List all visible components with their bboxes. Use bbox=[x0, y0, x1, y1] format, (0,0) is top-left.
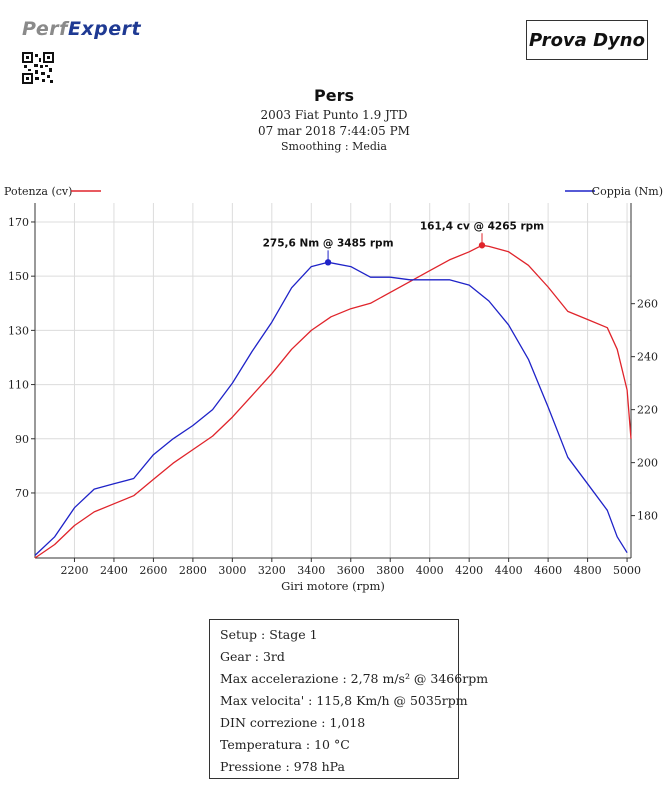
vehicle-name: 2003 Fiat Punto 1.9 JTD bbox=[260, 108, 408, 122]
peak-marker-dot bbox=[478, 242, 486, 249]
x-tick-label: 4000 bbox=[416, 564, 444, 577]
x-tick-label: 2800 bbox=[179, 564, 207, 577]
y-left-tick-label: 70 bbox=[15, 487, 29, 500]
logo-part-2: Expert bbox=[67, 18, 142, 40]
x-tick-label: 2200 bbox=[60, 564, 88, 577]
x-tick-label: 4800 bbox=[574, 564, 602, 577]
info-max-acceleration: Max accelerazione : 2,78 m/s² @ 3466rpm bbox=[220, 671, 489, 686]
y-left-tick-label: 170 bbox=[8, 216, 29, 229]
smoothing-setting: Smoothing : Media bbox=[281, 140, 387, 153]
peak-label: 161,4 cv @ 4265 rpm bbox=[420, 220, 544, 232]
peak-marker-dot bbox=[324, 259, 332, 266]
info-gear: Gear : 3rd bbox=[220, 649, 285, 664]
info-max-speed: Max velocita' : 115,8 Km/h @ 5035rpm bbox=[220, 693, 468, 708]
dyno-chart: 2200 2400 2600 2800 3000 3200 3400 3600 3800 4000… bbox=[4, 185, 663, 593]
test-datetime: 07 mar 2018 7:44:05 PM bbox=[258, 124, 410, 138]
x-tick-label: 3600 bbox=[337, 564, 365, 577]
qr-code-icon bbox=[22, 52, 54, 84]
x-tick-label: 4400 bbox=[495, 564, 523, 577]
y-left-tick-label: 150 bbox=[8, 270, 29, 283]
report-title: Pers bbox=[314, 86, 354, 105]
power-curve bbox=[34, 244, 632, 559]
info-pressure: Pressione : 978 hPa bbox=[220, 759, 345, 774]
x-tick-label: 4200 bbox=[455, 564, 483, 577]
info-temperature: Temperatura : 10 °C bbox=[220, 737, 350, 752]
legend-power-label: Potenza (cv) bbox=[4, 185, 72, 198]
info-setup: Setup : Stage 1 bbox=[220, 627, 318, 642]
logo-part-1: Perf bbox=[22, 18, 68, 40]
y-right-tick-label: 180 bbox=[637, 510, 658, 523]
torque-curve bbox=[34, 261, 628, 556]
y-right-tick-label: 240 bbox=[637, 351, 658, 364]
x-axis-label: Giri motore (rpm) bbox=[281, 579, 385, 593]
test-type-badge: Prova Dyno bbox=[526, 20, 648, 60]
x-tick-label: 2600 bbox=[139, 564, 167, 577]
peak-label: 275,6 Nm @ 3485 rpm bbox=[263, 237, 394, 249]
legend-torque-label: Coppia (Nm) bbox=[592, 185, 663, 198]
y-left-tick-label: 110 bbox=[8, 379, 29, 392]
x-tick-label: 3000 bbox=[218, 564, 246, 577]
info-din-correction: DIN correzione : 1,018 bbox=[220, 715, 366, 730]
y-left-tick-label: 130 bbox=[8, 324, 29, 337]
x-tick-label: 2400 bbox=[100, 564, 128, 577]
y-right-tick-label: 260 bbox=[637, 298, 658, 311]
y-right-tick-label: 200 bbox=[637, 457, 658, 470]
x-tick-label: 4600 bbox=[534, 564, 562, 577]
test-info-box: Setup : Stage 1 Gear : 3rd Max acceleraz… bbox=[209, 619, 489, 779]
perfexpert-logo: PerfExpert bbox=[22, 18, 141, 40]
x-tick-label: 3400 bbox=[297, 564, 325, 577]
x-tick-label: 3200 bbox=[258, 564, 286, 577]
y-left-tick-label: 90 bbox=[15, 433, 29, 446]
x-tick-label: 5000 bbox=[613, 564, 641, 577]
y-right-tick-label: 220 bbox=[637, 404, 658, 417]
x-tick-label: 3800 bbox=[376, 564, 404, 577]
